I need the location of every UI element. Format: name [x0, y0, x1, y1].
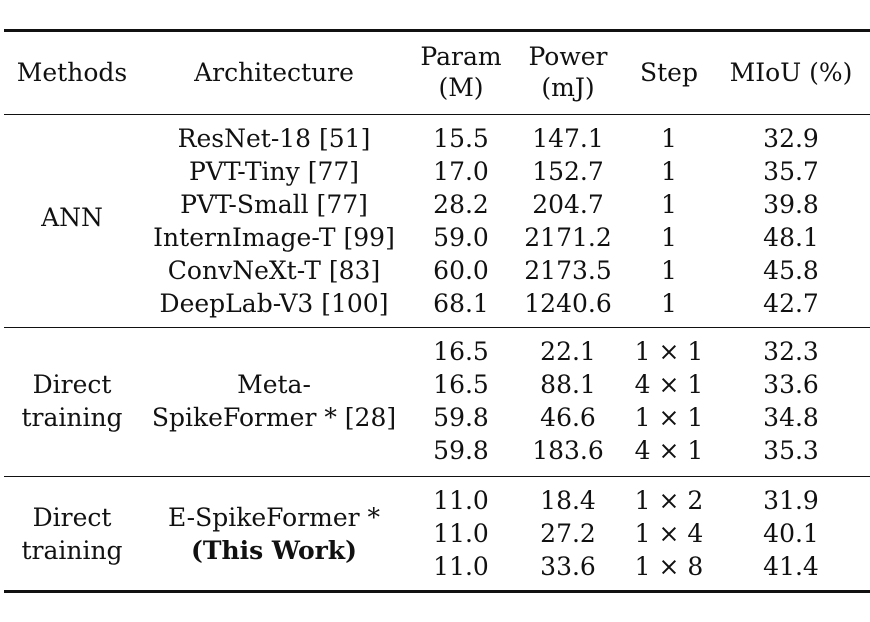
- param-cell: 16.5: [433, 337, 489, 366]
- header-miou: MIoU (%): [729, 58, 853, 87]
- miou-cell: 31.9: [763, 486, 819, 515]
- step-cell: 1: [661, 256, 677, 285]
- arch-cell: DeepLab-V3 [100]: [159, 289, 389, 318]
- power-cell: 183.6: [532, 436, 604, 465]
- arch-meta-spikeformer-line2: SpikeFormer * [28]: [151, 403, 397, 432]
- miou-cell: 41.4: [763, 552, 819, 581]
- miou-cell: 32.9: [763, 124, 819, 153]
- power-cell: 152.7: [532, 157, 604, 186]
- method-direct-training-line2: training: [21, 536, 123, 565]
- power-cell: 88.1: [540, 370, 596, 399]
- header-methods: Methods: [16, 58, 128, 87]
- param-cell: 59.0: [433, 223, 489, 252]
- miou-cell: 48.1: [763, 223, 819, 252]
- arch-e-spikeformer-line2: (This Work): [191, 536, 357, 565]
- group-rule-1: [4, 327, 870, 329]
- arch-cell: ConvNeXt-T [83]: [167, 256, 381, 285]
- method-direct-training-line1: Direct: [32, 370, 112, 399]
- param-cell: 15.5: [433, 124, 489, 153]
- step-cell: 1: [661, 190, 677, 219]
- param-cell: 59.8: [433, 436, 489, 465]
- power-cell: 1240.6: [524, 289, 612, 318]
- miou-cell: 35.3: [763, 436, 819, 465]
- step-cell: 1 × 2: [634, 486, 704, 515]
- miou-cell: 45.8: [763, 256, 819, 285]
- header-param-line2: (M): [438, 73, 484, 102]
- param-cell: 11.0: [433, 552, 489, 581]
- arch-e-spikeformer-line1: E-SpikeFormer *: [167, 503, 381, 532]
- power-cell: 2171.2: [524, 223, 612, 252]
- power-cell: 204.7: [532, 190, 604, 219]
- power-cell: 2173.5: [524, 256, 612, 285]
- power-cell: 46.6: [540, 403, 596, 432]
- param-cell: 28.2: [433, 190, 489, 219]
- power-cell: 33.6: [540, 552, 596, 581]
- power-cell: 22.1: [540, 337, 596, 366]
- step-cell: 1: [661, 124, 677, 153]
- arch-cell: PVT-Tiny [77]: [188, 157, 360, 186]
- method-direct-training-line1: Direct: [32, 503, 112, 532]
- param-cell: 68.1: [433, 289, 489, 318]
- arch-cell: InternImage-T [99]: [153, 223, 395, 252]
- step-cell: 1: [661, 289, 677, 318]
- bottom-rule: [4, 590, 870, 593]
- header-step: Step: [640, 58, 698, 87]
- miou-cell: 33.6: [763, 370, 819, 399]
- header-rule: [4, 114, 870, 116]
- method-ann: ANN: [41, 203, 103, 232]
- miou-cell: 40.1: [763, 519, 819, 548]
- miou-cell: 34.8: [763, 403, 819, 432]
- header-power-line1: Power: [528, 42, 608, 71]
- miou-cell: 42.7: [763, 289, 819, 318]
- param-cell: 16.5: [433, 370, 489, 399]
- param-cell: 59.8: [433, 403, 489, 432]
- step-cell: 1 × 4: [634, 519, 704, 548]
- power-cell: 18.4: [540, 486, 596, 515]
- miou-cell: 39.8: [763, 190, 819, 219]
- header-param-line1: Param: [420, 42, 502, 71]
- step-cell: 1: [661, 157, 677, 186]
- group-rule-2: [4, 476, 870, 478]
- method-direct-training-line2: training: [21, 403, 123, 432]
- param-cell: 11.0: [433, 486, 489, 515]
- step-cell: 1 × 8: [634, 552, 704, 581]
- miou-cell: 32.3: [763, 337, 819, 366]
- header-architecture: Architecture: [194, 58, 354, 87]
- header-power-line2: (mJ): [541, 73, 595, 102]
- param-cell: 60.0: [433, 256, 489, 285]
- step-cell: 1 × 1: [634, 337, 704, 366]
- param-cell: 17.0: [433, 157, 489, 186]
- top-rule: [4, 29, 870, 32]
- arch-cell: ResNet-18 [51]: [177, 124, 371, 153]
- arch-cell: PVT-Small [77]: [180, 190, 368, 219]
- step-cell: 4 × 1: [634, 370, 704, 399]
- power-cell: 27.2: [540, 519, 596, 548]
- step-cell: 1 × 1: [634, 403, 704, 432]
- step-cell: 4 × 1: [634, 436, 704, 465]
- power-cell: 147.1: [532, 124, 604, 153]
- param-cell: 11.0: [433, 519, 489, 548]
- arch-meta-spikeformer-line1: Meta-: [237, 370, 311, 399]
- step-cell: 1: [661, 223, 677, 252]
- miou-cell: 35.7: [763, 157, 819, 186]
